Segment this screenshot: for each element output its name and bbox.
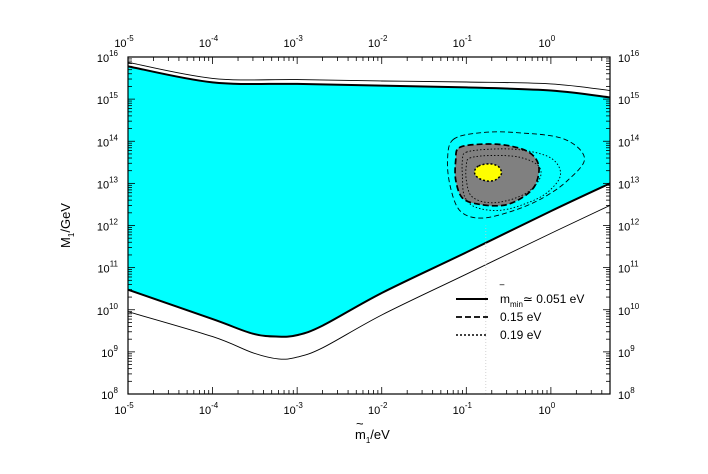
x-tick-label: 100 [539, 401, 556, 417]
legend: mmin≃ 0.051 eV‾ 0.15 eV 0.19 eV [456, 283, 584, 342]
contour-lines [128, 61, 610, 394]
contour-line-5 [465, 154, 542, 204]
contour-line-2 [128, 204, 610, 360]
y-tick-label-right: 1016 [618, 49, 640, 65]
y-tick-label: 1014 [97, 133, 119, 149]
y-tick-label-right: 1015 [618, 91, 640, 107]
region-boundary-lower-1 [128, 182, 610, 338]
x-tick-label: 10-5 [114, 401, 134, 417]
y-axis-title: M1/GeV [58, 203, 76, 248]
tick-labels: 10-5 10-5 10-4 10-4 10-3 10-3 10-2 10-2 10-1 10-1… [97, 34, 640, 417]
y-tick-label-right: 1014 [618, 133, 640, 149]
x-tick-label-top: 10-2 [368, 34, 388, 50]
y-tick-label-right: 1010 [618, 302, 640, 318]
y-tick-label-right: 1011 [618, 260, 639, 276]
y-tick-label: 1013 [97, 175, 119, 191]
y-tick-label: 1011 [97, 260, 118, 276]
x-tick-label: 10-3 [283, 401, 303, 417]
region-boundary-upper-1 [128, 65, 610, 99]
y-tick-label: 1016 [97, 49, 119, 65]
y-tick-label: 109 [101, 344, 118, 360]
y-tick-label-right: 108 [618, 386, 635, 402]
y-tick-label: 1015 [97, 91, 119, 107]
contour-line-1 [128, 61, 610, 91]
region-boundary-2 [454, 143, 540, 207]
x-axis-tilde: ~ [356, 416, 364, 431]
legend-label-3: 0.19 eV [500, 328, 541, 342]
region-boundary-3 [473, 163, 503, 182]
y-tick-label: 1010 [97, 302, 119, 318]
y-tick-label-right: 109 [618, 344, 635, 360]
x-tick-label: 10-2 [368, 401, 388, 417]
region-fill-3 [474, 163, 502, 182]
y-tick-label: 1012 [97, 218, 119, 234]
region-fill-1 [128, 66, 610, 337]
legend-label-2: 0.15 eV [500, 310, 541, 324]
x-tick-label: 10-4 [199, 401, 219, 417]
x-tick-label-top: 10-5 [114, 34, 134, 50]
contour-line-3 [446, 131, 585, 219]
axis-titles: m1/eV~ M1/GeV [58, 203, 390, 445]
y-tick-label-right: 1012 [618, 218, 640, 234]
legend-label-1: mmin≃ 0.051 eV [500, 292, 584, 309]
x-tick-label: 10-1 [453, 401, 473, 417]
x-tick-label-top: 10-1 [453, 34, 473, 50]
legend-overbar: ‾ [499, 283, 505, 297]
y-tick-label-right: 1013 [618, 175, 640, 191]
axis-ticks [127, 56, 611, 395]
y-tick-label: 108 [101, 386, 118, 402]
x-axis-title: m1/eV [355, 427, 390, 445]
region-fills [128, 66, 610, 337]
x-tick-label-top: 100 [539, 34, 556, 50]
x-tick-label-top: 10-4 [199, 34, 219, 50]
x-tick-label-top: 10-3 [283, 34, 303, 50]
